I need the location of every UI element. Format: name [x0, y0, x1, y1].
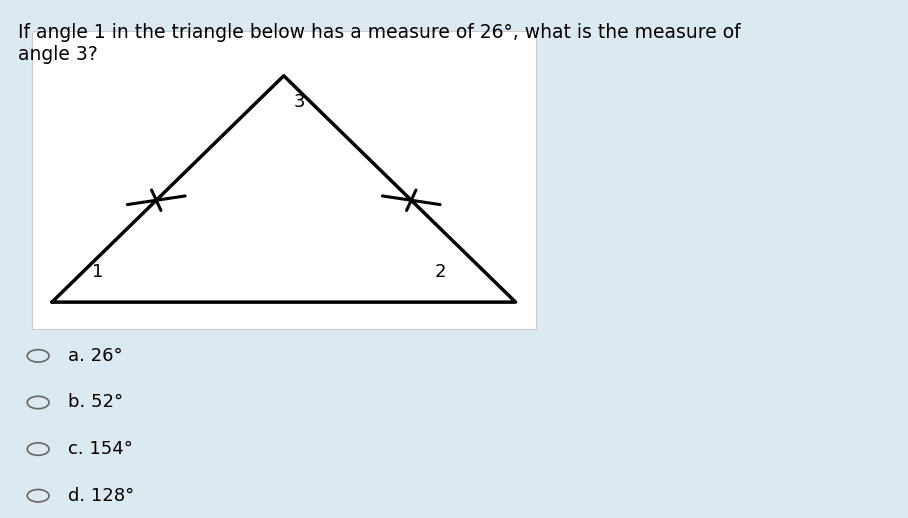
- Text: 2: 2: [435, 263, 447, 281]
- Text: d. 128°: d. 128°: [68, 487, 134, 505]
- Text: c. 154°: c. 154°: [68, 440, 133, 458]
- Text: 3: 3: [294, 94, 305, 111]
- Text: If angle 1 in the triangle below has a measure of 26°, what is the measure of
an: If angle 1 in the triangle below has a m…: [18, 23, 741, 64]
- Text: b. 52°: b. 52°: [68, 394, 123, 411]
- Text: 1: 1: [93, 263, 104, 281]
- Text: a. 26°: a. 26°: [68, 347, 123, 365]
- FancyBboxPatch shape: [32, 31, 536, 329]
